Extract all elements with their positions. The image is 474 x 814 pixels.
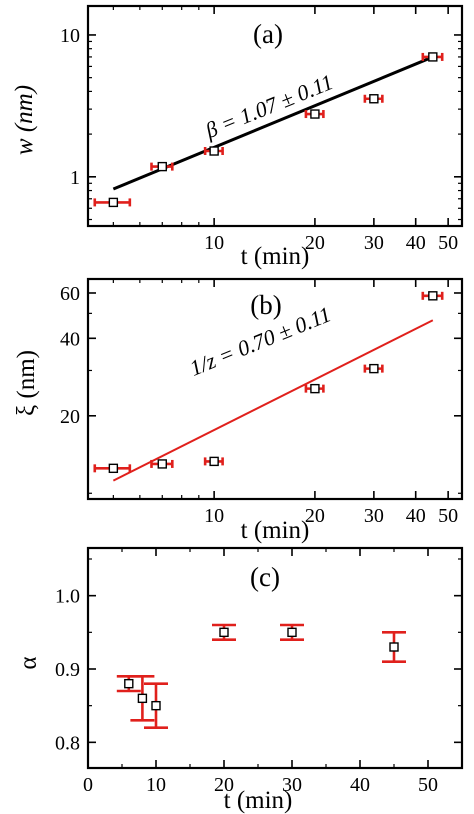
panel-b: (b) 1/z = 0.70 ± 0.11 t (min) ξ (nm) 10 2… — [13, 277, 464, 544]
panel-b-y-tick-label: 60 — [60, 283, 80, 305]
panel-b-x-axis-label: t (min) — [241, 517, 310, 544]
panel-b-label: (b) — [250, 290, 281, 320]
panel-a-y-tick-label: 10 — [60, 25, 80, 47]
panel-a-ticks: 10 20 30 40 50 1 10 — [60, 6, 462, 254]
panel-c-x-tick-label: 40 — [350, 774, 370, 796]
panel-b-fit-line — [112, 319, 434, 482]
panel-a-x-tick-label: 50 — [438, 232, 458, 254]
panel-b-x-tick-label: 10 — [204, 505, 224, 527]
panel-c-marks — [116, 623, 406, 729]
panel-c-x-tick-label: 20 — [214, 774, 234, 796]
panel-a-y-axis-label: w (nm) — [11, 85, 38, 155]
panel-b-data-point — [310, 383, 320, 394]
panel-a-data-point — [108, 197, 119, 208]
panel-c-data-point — [389, 642, 399, 652]
panel-b-x-tick-label: 50 — [438, 505, 458, 527]
panel-b-marks — [93, 291, 444, 474]
panel-b-y-tick-label: 20 — [60, 406, 80, 428]
panel-c-y-tick-label: 0.9 — [55, 659, 80, 681]
panel-a-data-point — [157, 161, 167, 172]
panel-b-x-tick-label: 30 — [364, 505, 384, 527]
panel-b-y-axis-label: ξ (nm) — [13, 350, 40, 416]
panel-a-frame — [86, 4, 464, 228]
panel-a-x-tick-label: 20 — [305, 232, 325, 254]
panel-a-x-tick-label: 30 — [364, 232, 384, 254]
panel-b-frame — [86, 277, 464, 501]
panel-b-y-tick-label: 40 — [60, 328, 80, 350]
panel-a-label: (a) — [253, 19, 283, 49]
panel-c-data-point — [137, 693, 148, 704]
panel-b-data-point — [209, 456, 219, 467]
panel-a-marks — [93, 52, 444, 208]
panel-a: (a) β = 1.07 ± 0.11 t (min) w (nm) 10 20 3… — [11, 4, 464, 270]
panel-c: (c) t (min) α 0 10 20 30 40 50 0.8 0.9 1.0 — [15, 546, 464, 814]
panel-c-frame — [86, 546, 464, 770]
panel-a-x-tick-label: 10 — [204, 232, 224, 254]
panel-b-ticks: 10 20 30 40 50 20 40 60 — [60, 279, 462, 527]
panel-b-data-point — [157, 459, 167, 469]
panel-b-data-point — [428, 291, 438, 301]
panel-c-label: (c) — [250, 562, 280, 592]
panel-b-x-tick-label: 40 — [406, 505, 426, 527]
panel-b-x-tick-label: 20 — [305, 505, 325, 527]
panel-a-y-tick-label: 1 — [70, 167, 80, 189]
panel-c-data-point — [287, 627, 297, 638]
panel-b-fit — [112, 319, 434, 482]
panel-c-x-tick-label: 0 — [83, 774, 93, 796]
panel-a-data-point — [428, 52, 438, 62]
panel-a-x-tick-label: 40 — [406, 232, 426, 254]
panel-a-data-point — [310, 109, 320, 119]
panel-c-ticks: 0 10 20 30 40 50 0.8 0.9 1.0 — [55, 548, 462, 796]
panel-c-x-tick-label: 50 — [418, 774, 438, 796]
panel-b-data-point — [108, 463, 119, 474]
panel-c-data-point — [151, 700, 161, 711]
panel-c-x-tick-label: 30 — [282, 774, 302, 796]
panel-a-x-axis-label: t (min) — [241, 243, 310, 270]
panel-c-y-tick-label: 1.0 — [55, 586, 80, 608]
panel-c-y-tick-label: 0.8 — [55, 732, 80, 754]
panel-c-data-point — [124, 678, 134, 689]
panel-b-data-point — [369, 363, 379, 374]
panel-a-data-point — [209, 146, 219, 156]
panel-c-x-axis-label: t (min) — [224, 787, 293, 814]
panel-c-y-axis-label: α — [15, 656, 42, 669]
panel-a-data-point — [369, 94, 379, 104]
panel-c-x-tick-label: 10 — [146, 774, 166, 796]
panel-c-data-point — [219, 627, 229, 638]
